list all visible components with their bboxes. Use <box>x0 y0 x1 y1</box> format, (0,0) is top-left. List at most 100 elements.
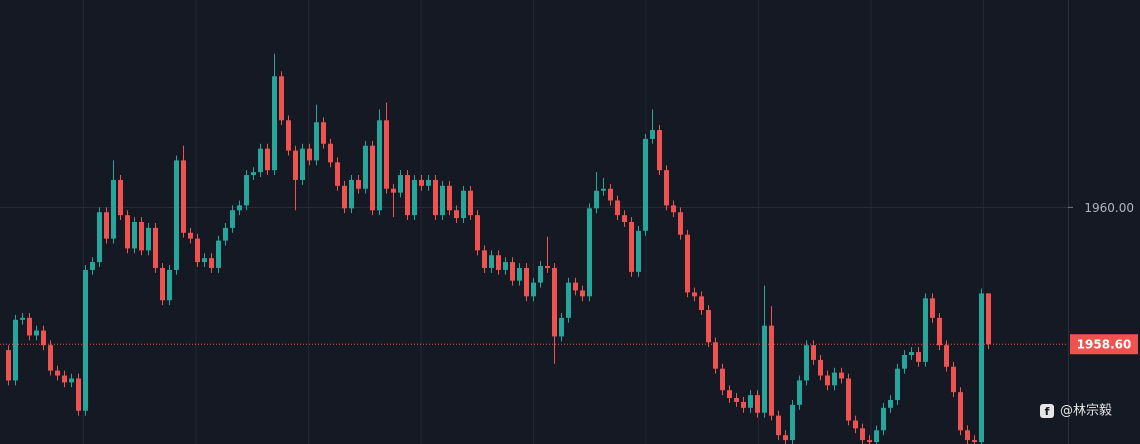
candle-body <box>601 188 606 191</box>
candle-body <box>839 372 844 379</box>
candle-body <box>461 190 466 219</box>
candle-body <box>489 255 494 268</box>
candle-body <box>629 222 634 272</box>
candle-body <box>713 342 718 369</box>
candle-body <box>433 179 438 216</box>
candle-body <box>328 143 333 163</box>
candle-body <box>356 179 361 189</box>
watermark: f @林宗毅 <box>1040 403 1112 419</box>
candle-body <box>167 269 172 301</box>
candle-body <box>580 290 585 297</box>
candle-body <box>769 325 774 416</box>
candle-body <box>188 232 193 239</box>
candle-body <box>930 298 935 318</box>
candle-body <box>916 352 921 362</box>
candle-body <box>55 370 60 376</box>
candle-body <box>251 172 256 176</box>
candle-body <box>83 269 88 411</box>
candle-body <box>923 298 928 362</box>
candle-body <box>622 215 627 222</box>
candle-body <box>727 390 732 399</box>
candle-body <box>335 162 340 186</box>
candle-body <box>342 185 347 209</box>
candle-body <box>986 293 991 345</box>
candle-body <box>881 407 886 431</box>
candle-body <box>139 222 144 251</box>
watermark-icon-glyph: f <box>1045 405 1050 418</box>
candle-body <box>755 395 760 413</box>
candle-body <box>27 317 32 336</box>
candle-body <box>20 317 25 320</box>
candle-body <box>6 350 11 381</box>
candle-body <box>391 188 396 193</box>
candle-body <box>398 175 403 193</box>
watermark-icon <box>1040 404 1054 418</box>
candle-body <box>979 293 984 443</box>
candle-body <box>146 227 151 251</box>
candle-body <box>384 120 389 189</box>
candle-body <box>370 145 375 211</box>
candle-body <box>888 399 893 408</box>
candle-body <box>853 420 858 429</box>
candle-body <box>314 122 319 161</box>
candle-body <box>573 282 578 291</box>
candle-body <box>426 179 431 186</box>
candle-body <box>377 120 382 211</box>
candle-body <box>300 148 305 180</box>
candle-body <box>181 160 186 233</box>
candle-body <box>321 122 326 144</box>
candle-body <box>832 372 837 386</box>
candle-body <box>286 120 291 151</box>
watermark-text: @林宗毅 <box>1060 403 1112 419</box>
candle-body <box>895 368 900 400</box>
candle-body <box>804 345 809 381</box>
candle-body <box>440 185 445 216</box>
candle-body <box>111 179 116 239</box>
candle-body <box>132 222 137 249</box>
candle-body <box>41 330 46 346</box>
candle-body <box>951 366 956 393</box>
candle-body <box>174 160 179 270</box>
candle-body <box>62 375 67 383</box>
candle-body <box>349 179 354 209</box>
candle-body <box>678 212 683 235</box>
candle-body <box>636 230 641 272</box>
candle-body <box>594 190 599 209</box>
candle-body <box>279 76 284 121</box>
candle-body <box>944 345 949 367</box>
candle-body <box>293 150 298 180</box>
candle-body <box>531 282 536 297</box>
candle-body <box>776 415 781 436</box>
candle-body <box>783 435 788 441</box>
candle-body <box>202 258 207 263</box>
candle-body <box>559 317 564 337</box>
candle-body <box>244 175 249 206</box>
candle-body <box>468 190 473 216</box>
candle-body <box>90 262 95 270</box>
candle-body <box>265 148 270 171</box>
candle-body <box>664 170 669 206</box>
candle-body <box>867 440 872 443</box>
candle-body <box>447 185 452 211</box>
candle-body <box>566 282 571 318</box>
candle-body <box>643 138 648 231</box>
candle-body <box>538 266 543 283</box>
candle-body <box>454 210 459 219</box>
candle-body <box>748 395 753 408</box>
candle-body <box>209 258 214 268</box>
candle-body <box>825 375 830 386</box>
candle-body <box>118 179 123 216</box>
candle-body <box>48 345 53 371</box>
candle-body <box>524 267 529 297</box>
candle-body <box>153 227 158 268</box>
candle-body <box>762 325 767 413</box>
candle-body <box>160 267 165 301</box>
candle-body <box>517 267 522 281</box>
candle-body <box>216 240 221 268</box>
candle-body <box>195 238 200 263</box>
candle-body <box>846 378 851 421</box>
candle-body <box>699 296 704 311</box>
candle-body <box>608 188 613 201</box>
candle-body <box>685 234 690 293</box>
candle-body <box>510 262 515 281</box>
